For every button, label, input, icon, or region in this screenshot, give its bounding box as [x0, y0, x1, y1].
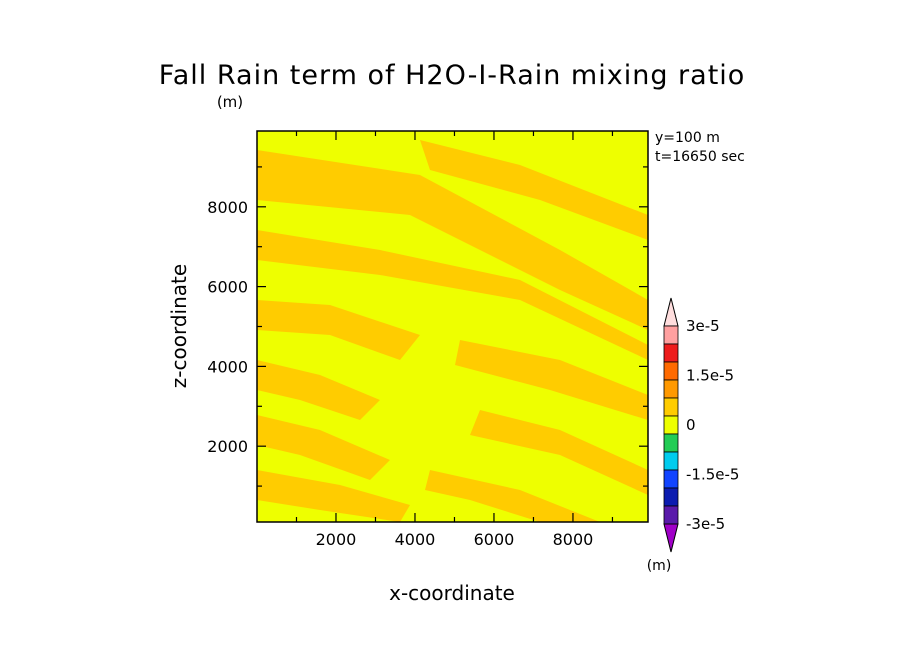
colorbar-unit: (m): [647, 558, 672, 574]
tick-labels: 2000 4000 6000 8000 2000 4000 6000 8000: [207, 198, 593, 549]
contour-band: [257, 300, 420, 360]
contour-band: [425, 470, 600, 522]
y-tick-label: 8000: [207, 198, 248, 217]
contour-band: [257, 360, 380, 420]
colorbar-label: 3e-5: [686, 317, 720, 335]
colorbar-swatch: [663, 433, 679, 453]
contour-band: [257, 150, 648, 330]
contour-field: [257, 131, 648, 522]
colorbar-label: 0: [686, 416, 696, 434]
x-tick-label: 6000: [474, 530, 515, 549]
colorbar: 3e-5 1.5e-5 0 -1.5e-5 -3e-5: [663, 297, 739, 553]
colorbar-swatch: [663, 397, 679, 417]
colorbar-swatch: [663, 343, 679, 363]
colorbar-swatch: [663, 415, 679, 435]
y-tick-label: 6000: [207, 278, 248, 297]
colorbar-swatch: [663, 451, 679, 471]
colorbar-label: 1.5e-5: [686, 367, 734, 385]
colorbar-swatch: [663, 469, 679, 489]
y-tick-label: 2000: [207, 437, 248, 456]
colorbar-swatch: [663, 379, 679, 399]
chart-title: Fall Rain term of H2O-I-Rain mixing rati…: [159, 60, 746, 91]
axis-ticks: [257, 131, 648, 522]
x-tick-label: 8000: [553, 530, 594, 549]
contour-band: [420, 140, 648, 240]
colorbar-label: -3e-5: [686, 515, 725, 533]
contour-band: [470, 410, 648, 495]
contour-bands: [257, 140, 648, 522]
contour-band: [455, 340, 648, 420]
annotation-t: t=16650 sec: [655, 149, 745, 165]
contour-band: [257, 230, 648, 360]
colorbar-top-arrow: [663, 297, 679, 327]
colorbar-swatch: [663, 361, 679, 381]
colorbar-bottom-arrow: [663, 523, 679, 553]
colorbar-swatch: [663, 487, 679, 507]
colorbar-label: -1.5e-5: [686, 466, 739, 484]
colorbar-swatch: [663, 325, 679, 345]
annotation-y: y=100 m: [655, 130, 720, 146]
contour-band: [257, 470, 410, 522]
y-tick-label: 4000: [207, 357, 248, 376]
title-unit: (m): [217, 93, 243, 111]
x-tick-label: 4000: [395, 530, 436, 549]
y-axis-label: z-coordinate: [167, 264, 191, 388]
x-tick-label: 2000: [316, 530, 357, 549]
x-axis-label: x-coordinate: [389, 581, 515, 605]
colorbar-swatch: [663, 505, 679, 525]
contour-band: [257, 415, 390, 480]
